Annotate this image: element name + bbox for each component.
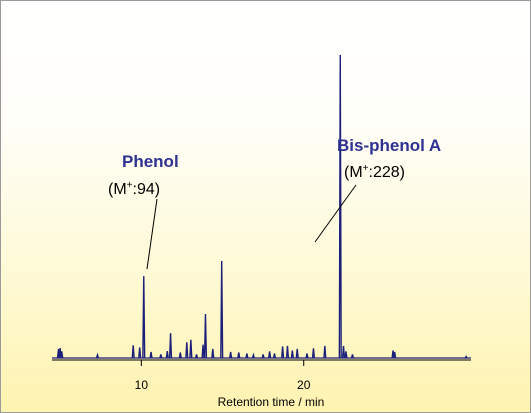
peak-26 bbox=[281, 346, 285, 359]
peak-39 bbox=[464, 355, 468, 359]
phenol-ion-prefix: (M bbox=[108, 181, 127, 198]
peak-2 bbox=[60, 351, 64, 359]
peak-30 bbox=[305, 353, 309, 359]
peak-11 bbox=[178, 352, 182, 359]
x-axis-title: Retention time / min bbox=[218, 395, 325, 409]
phenol-ion-mass: :94) bbox=[133, 181, 161, 198]
peak-7 bbox=[149, 351, 153, 359]
peak-36 bbox=[350, 354, 355, 359]
bisphenol-a-ion-mass: :228) bbox=[369, 164, 405, 181]
peak-27 bbox=[285, 345, 290, 359]
peak-38 bbox=[393, 351, 397, 359]
peak-8 bbox=[159, 354, 163, 359]
peak-14 bbox=[194, 354, 199, 359]
bisphenol-a-ion-label: (M+:228) bbox=[344, 163, 405, 181]
peak-21 bbox=[245, 353, 249, 359]
tick-layer: 10 20 bbox=[135, 360, 311, 392]
peak-32 bbox=[323, 345, 327, 359]
peak-34 bbox=[341, 345, 346, 359]
peak-24 bbox=[268, 351, 272, 359]
x-tick-label-1: 20 bbox=[297, 378, 311, 392]
peak-5 bbox=[138, 347, 142, 359]
peak-6 bbox=[142, 276, 146, 359]
peak-20 bbox=[237, 352, 241, 359]
peak-19 bbox=[229, 351, 233, 359]
peak-35 bbox=[344, 351, 348, 359]
phenol-label: Phenol bbox=[122, 152, 179, 171]
peak-29 bbox=[295, 348, 299, 359]
peak-16 bbox=[203, 314, 208, 359]
peak-15 bbox=[201, 344, 205, 359]
peak-31 bbox=[311, 348, 316, 359]
peak-25 bbox=[272, 353, 277, 359]
trace-layer bbox=[52, 54, 471, 359]
x-tick-label-0: 10 bbox=[135, 378, 149, 392]
peak-28 bbox=[290, 350, 294, 359]
peak-3 bbox=[95, 352, 100, 359]
phenol-leader-line bbox=[146, 198, 158, 270]
peak-9 bbox=[165, 350, 169, 359]
peak-22 bbox=[251, 352, 255, 359]
peak-23 bbox=[261, 354, 265, 359]
phenol-ion-label: (M+:94) bbox=[108, 180, 160, 198]
peak-10 bbox=[168, 333, 173, 359]
peak-13 bbox=[189, 339, 193, 359]
peak-4 bbox=[131, 345, 135, 359]
bisphenol-a-leader-line bbox=[314, 184, 357, 243]
peak-17 bbox=[211, 348, 215, 359]
bisphenol-a-ion-charge: + bbox=[363, 163, 369, 174]
peak-33 bbox=[338, 54, 342, 359]
peak-12 bbox=[185, 342, 189, 359]
bisphenol-a-ion-prefix: (M bbox=[344, 164, 363, 181]
peak-18 bbox=[220, 261, 224, 359]
phenol-ion-charge: + bbox=[127, 180, 133, 191]
bisphenol-a-label: Bis-phenol A bbox=[337, 136, 441, 155]
